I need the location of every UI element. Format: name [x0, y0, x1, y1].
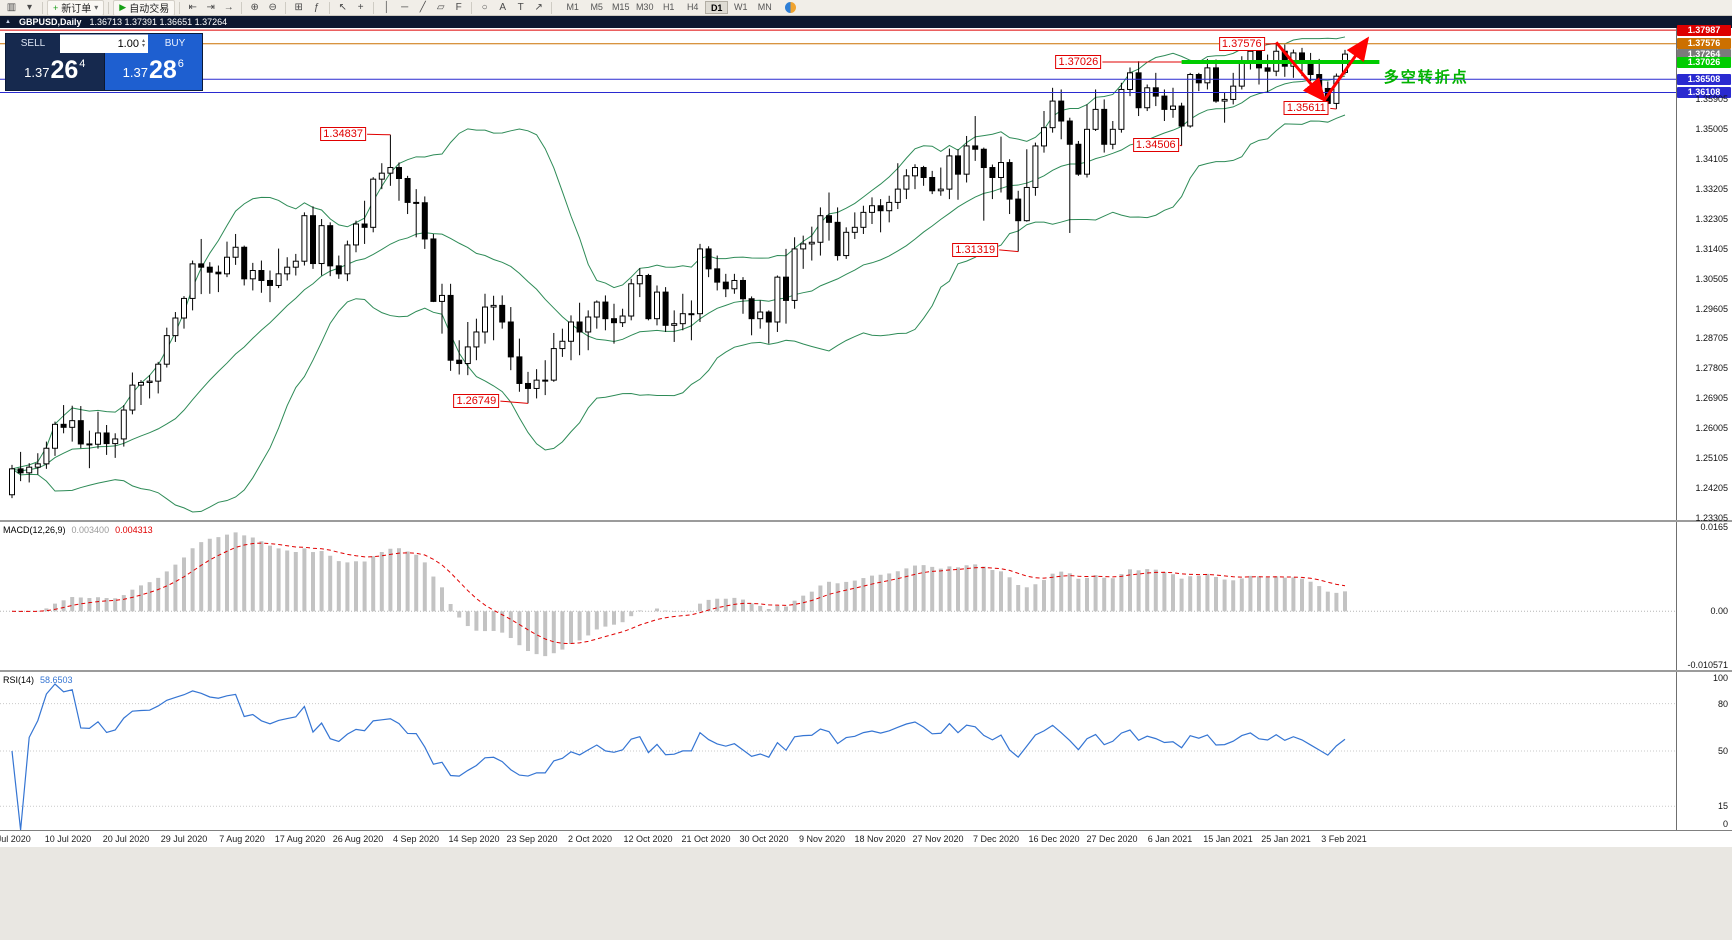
volume-down-icon[interactable]: ▾ — [141, 43, 145, 49]
sell-price[interactable]: 1.37 26 4 — [6, 53, 105, 90]
price-annotation[interactable]: 1.26749 — [453, 394, 500, 409]
toolbar-separator — [551, 1, 553, 14]
time-axis-separator — [0, 830, 1732, 831]
horizontal-line-icon[interactable]: ─ — [401, 2, 409, 13]
scroll-to-start-icon[interactable]: ⇤ — [188, 2, 197, 13]
toolbar-separator — [329, 1, 331, 14]
rsi-name: RSI(14) — [3, 675, 35, 685]
timeframe-m1[interactable]: M1 — [566, 2, 579, 12]
price-annotation[interactable]: 1.34837 — [320, 127, 366, 142]
window-background — [0, 847, 1732, 940]
price-annotation[interactable]: 1.31319 — [952, 242, 999, 257]
volume-input[interactable]: 1.00 ▴ ▾ — [60, 34, 148, 53]
auto-trading-button-label: 自动交易 — [129, 4, 170, 15]
timeframe-mn[interactable]: MN — [757, 2, 772, 12]
cursor-icon[interactable]: ↖ — [338, 2, 347, 13]
text-icon[interactable]: A — [499, 2, 507, 13]
timeframe-toolbar: M1 M5 M15 M30 H1 H4 D1 W1 MN — [561, 1, 776, 14]
rsi-indicator-label: RSI(14) 58.6503 — [3, 675, 73, 685]
time-axis[interactable] — [0, 831, 1732, 847]
shapes-icon[interactable]: ○ — [481, 2, 488, 13]
macd-main-value: 0.003400 — [71, 525, 110, 535]
toolbar-separator — [373, 1, 375, 14]
crosshair-icon[interactable]: + — [357, 2, 364, 13]
sell-price-pips: 26 — [50, 56, 79, 84]
price-annotation[interactable]: 1.37576 — [1218, 36, 1265, 51]
buy-price-big: 1.37 — [122, 65, 148, 80]
chart-mode-caret-icon[interactable]: ▾ — [26, 2, 33, 13]
toolbar-separator — [179, 1, 181, 14]
equidistant-channel-icon[interactable]: ▱ — [436, 2, 445, 13]
auto-trading-button-icon: ▶ — [119, 2, 127, 12]
volume-spinner[interactable]: ▴ ▾ — [141, 38, 145, 49]
buy-price-point: 6 — [177, 58, 184, 70]
rsi-value: 58.6503 — [40, 675, 73, 685]
volume-value: 1.00 — [117, 38, 139, 50]
toolbar-separator — [108, 1, 110, 14]
panel-separator[interactable] — [0, 670, 1732, 672]
chart-title-bar[interactable]: ▲ GBPUSD,Daily 1.36713 1.37391 1.36651 1… — [0, 16, 1732, 28]
new-order-button-label: 新订单 — [61, 4, 92, 15]
timeframe-m15[interactable]: M15 — [611, 2, 630, 12]
timeframe-m30[interactable]: M30 — [635, 2, 654, 12]
vertical-line-icon[interactable]: │ — [383, 2, 390, 13]
indicators-icon[interactable]: ƒ — [313, 2, 320, 13]
tile-windows-icon[interactable]: ⊞ — [294, 2, 303, 13]
sell-price-big: 1.37 — [24, 65, 50, 80]
zoom-in-icon[interactable]: ⊕ — [250, 2, 259, 13]
toolbar-separator — [471, 1, 473, 14]
timeframe-d1[interactable]: D1 — [705, 1, 729, 14]
trendline-icon[interactable]: ╱ — [419, 2, 426, 13]
macd-name: MACD(12,26,9) — [3, 525, 66, 535]
panel-separator[interactable] — [0, 520, 1732, 522]
zoom-out-icon[interactable]: ⊖ — [268, 2, 277, 13]
buy-price-pips: 28 — [148, 56, 177, 84]
candlestick-chart-icon[interactable]: ▥ — [6, 2, 17, 13]
price-annotation[interactable]: 1.35611 — [1283, 101, 1329, 116]
price-annotation[interactable]: 1.34506 — [1132, 138, 1179, 153]
text-label-icon[interactable]: T — [517, 2, 524, 13]
macd-indicator-label: MACD(12,26,9) 0.003400 0.004313 — [3, 525, 153, 535]
main-chart-panel[interactable] — [0, 28, 1676, 520]
timeframe-h1[interactable]: H1 — [662, 2, 675, 12]
buy-button[interactable]: BUY — [148, 34, 202, 53]
price-annotation[interactable]: 1.37026 — [1055, 55, 1102, 70]
price-axis[interactable] — [1676, 28, 1732, 831]
dropdown-caret-icon: ▾ — [94, 3, 99, 12]
timeframe-w1[interactable]: W1 — [733, 2, 748, 12]
cn-annotation[interactable]: 多空转折点 — [1383, 69, 1469, 87]
macd-panel[interactable] — [0, 522, 1676, 670]
rsi-panel[interactable] — [0, 672, 1676, 830]
arrow-objects-icon[interactable]: ↗ — [534, 2, 543, 13]
buy-price[interactable]: 1.37 28 6 — [104, 53, 202, 90]
community-icon[interactable] — [785, 2, 797, 13]
sell-button[interactable]: SELL — [6, 34, 60, 53]
chart-ohlc-values: 1.36713 1.37391 1.36651 1.37264 — [89, 17, 228, 27]
fibonacci-icon[interactable]: F — [455, 2, 462, 13]
toolbar-separator — [42, 1, 43, 14]
toolbar-separator — [241, 1, 243, 14]
sell-price-point: 4 — [79, 58, 86, 70]
timeframe-m5[interactable]: M5 — [590, 2, 603, 12]
toolbar: ▥ ▾ + 新订单 ▾ ▶ 自动交易 ⇤ ⇥ → ⊕ ⊖ ⊞ ƒ ↖ + │ ─ ╱ ▱ F ○ A T ↗ M1 M5 M15 M30… — [0, 0, 1732, 16]
toolbar-separator — [285, 1, 287, 14]
timeframe-h4[interactable]: H4 — [686, 2, 699, 12]
chart-collapse-icon: ▲ — [5, 19, 11, 25]
new-order-button[interactable]: + 新订单 ▾ — [47, 0, 105, 16]
one-click-trading-panel: SELL 1.00 ▴ ▾ BUY 1.37 26 4 1.37 28 6 — [5, 33, 203, 91]
new-order-button-icon: + — [53, 2, 59, 13]
auto-trading-button[interactable]: ▶ 自动交易 — [113, 0, 176, 16]
chart-symbol-period: GBPUSD,Daily — [18, 17, 82, 27]
scroll-to-end-icon[interactable]: ⇥ — [206, 2, 215, 13]
macd-signal-value: 0.004313 — [115, 525, 153, 535]
chart-shift-icon[interactable]: → — [223, 2, 234, 13]
